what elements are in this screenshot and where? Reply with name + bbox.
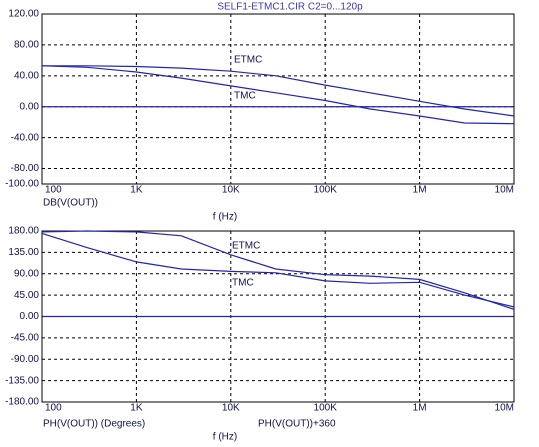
x-axis-label: f (Hz) bbox=[213, 212, 237, 223]
x-tick-label: 1M bbox=[413, 403, 427, 414]
plot-border bbox=[41, 13, 515, 185]
y-tick-label: -135.00 bbox=[5, 375, 39, 386]
x-tick-label: 1K bbox=[130, 403, 143, 414]
x-tick-label: 100 bbox=[45, 185, 62, 196]
x-tick-label: 1M bbox=[413, 185, 427, 196]
series-label: ETMC bbox=[234, 55, 262, 66]
y-tick-label: 80.00 bbox=[14, 40, 39, 51]
y-tick-label: 120.00 bbox=[8, 9, 39, 20]
x-tick-label: 10M bbox=[495, 185, 514, 196]
series-label: TMC bbox=[232, 278, 254, 289]
plot-area bbox=[41, 13, 515, 185]
series-line bbox=[41, 232, 515, 308]
series-line bbox=[42, 65, 515, 117]
y-axis-label: PH(V(OUT)) (Degrees) bbox=[43, 419, 145, 430]
x-tick-label: 10M bbox=[495, 403, 514, 414]
y-tick-label: -100.00 bbox=[5, 179, 39, 190]
chart-title: SELF1-ETMC1.CIR C2=0...120p bbox=[217, 2, 363, 13]
series-label: ETMC bbox=[232, 241, 260, 252]
x-tick-label: 100 bbox=[45, 403, 62, 414]
x-tick-label: 1K bbox=[130, 185, 143, 196]
y-tick-label: 45.00 bbox=[14, 290, 39, 301]
y-tick-label: 0.00 bbox=[20, 311, 40, 322]
y-tick-label: -180.00 bbox=[5, 397, 39, 408]
series-label: TMC bbox=[234, 91, 256, 102]
y-tick-label: -80.00 bbox=[11, 163, 40, 174]
x-tick-label: 100K bbox=[314, 185, 338, 196]
plot-border bbox=[41, 230, 515, 403]
y-tick-label: 90.00 bbox=[14, 268, 39, 279]
y-axis-label: PH(V(OUT))+360 bbox=[258, 419, 336, 430]
x-tick-label: 10K bbox=[222, 185, 240, 196]
y-tick-label: -45.00 bbox=[11, 333, 40, 344]
y-tick-label: -90.00 bbox=[11, 354, 40, 365]
series-line bbox=[41, 65, 515, 125]
y-tick-label: 180.00 bbox=[8, 226, 39, 237]
y-tick-label: 40.00 bbox=[14, 70, 39, 81]
y-tick-label: 135.00 bbox=[8, 247, 39, 258]
x-axis-label: f (Hz) bbox=[213, 432, 237, 443]
x-tick-label: 10K bbox=[222, 403, 240, 414]
x-tick-label: 100K bbox=[314, 403, 338, 414]
y-axis-label: DB(V(OUT)) bbox=[43, 198, 98, 209]
y-tick-label: -40.00 bbox=[11, 132, 40, 143]
y-tick-label: 0.00 bbox=[20, 101, 40, 112]
series-line bbox=[41, 230, 515, 310]
